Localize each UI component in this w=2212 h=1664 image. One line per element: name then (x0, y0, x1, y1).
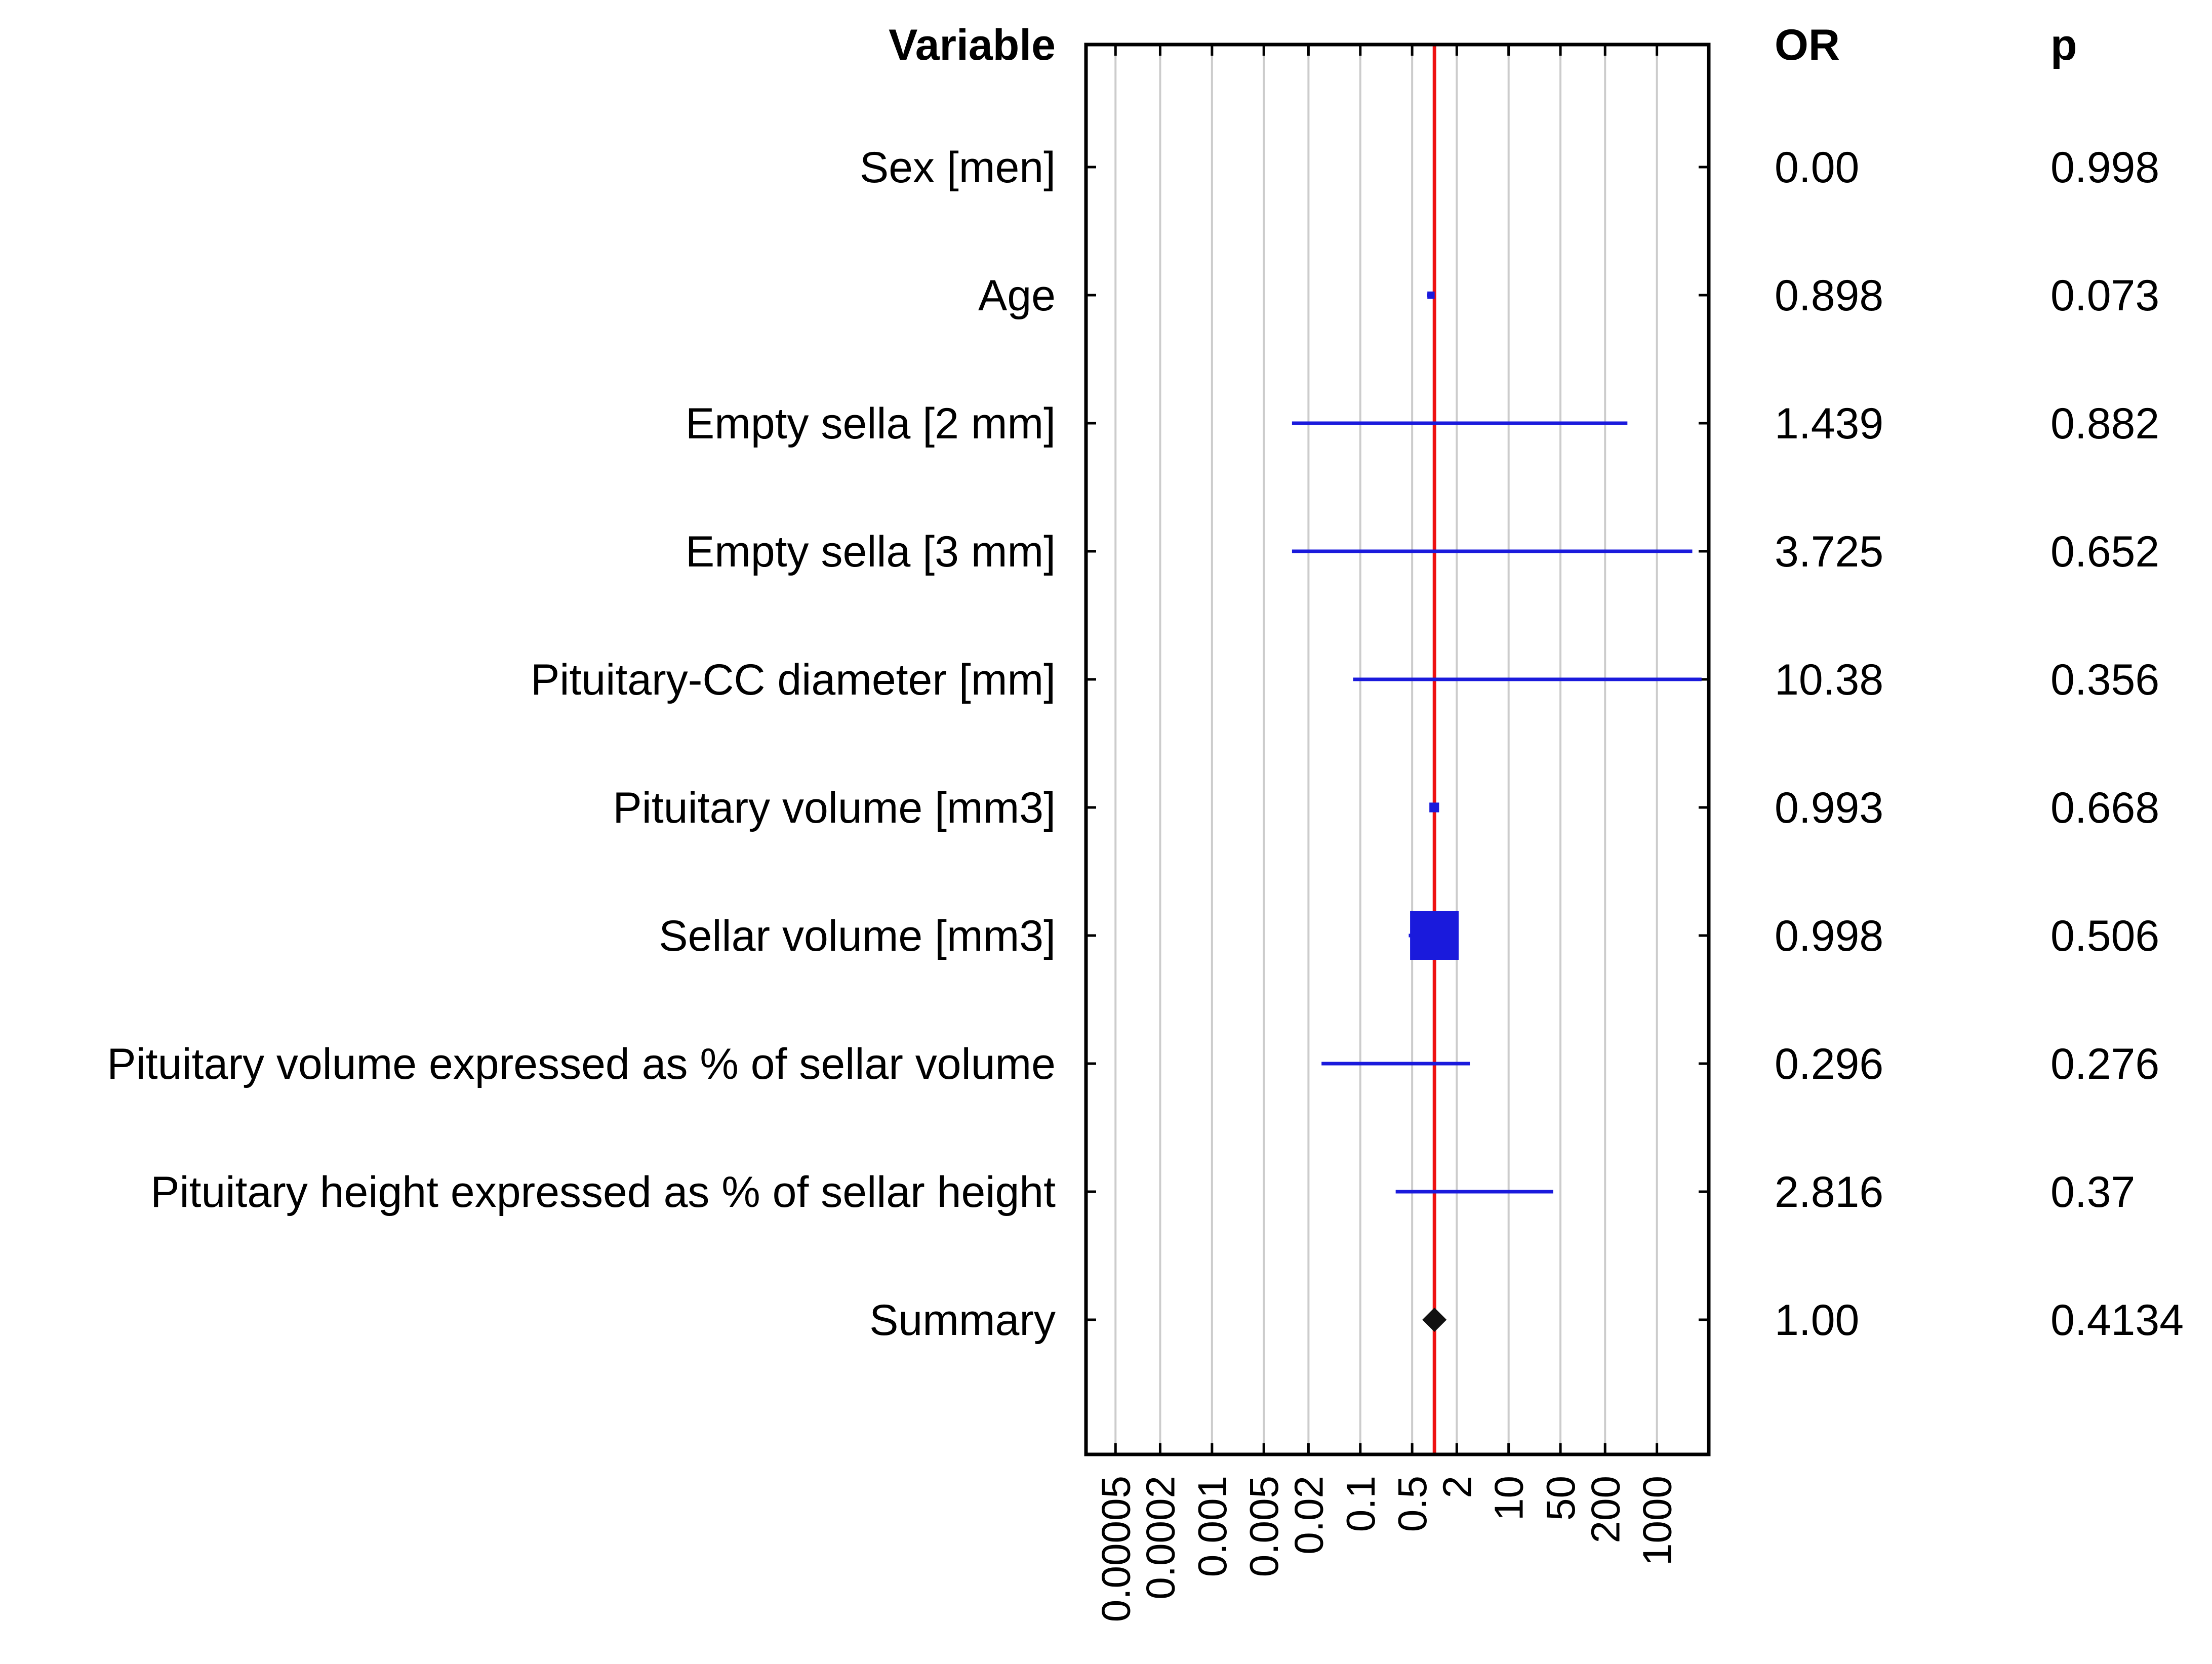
row-or-value: 0.993 (1775, 784, 1883, 832)
forest-row: Pituitary height expressed as % of sella… (150, 1168, 2135, 1216)
row-label: Pituitary-CC diameter [mm] (531, 656, 1056, 704)
forest-row: Sex [men] 0.00 0.998 (860, 143, 2159, 192)
point-estimate-box (1410, 911, 1459, 960)
x-tick-label: 0.0002 (1138, 1476, 1183, 1600)
point-estimate-box (1429, 802, 1439, 813)
header-or: OR (1775, 21, 1840, 69)
x-tick-label: 2 (1434, 1476, 1479, 1498)
row-label: Sellar volume [mm3] (659, 912, 1056, 960)
grid-lines (1114, 45, 1658, 1454)
row-or-value: 2.816 (1775, 1168, 1883, 1216)
x-tick-label: 0.00005 (1093, 1476, 1138, 1622)
row-p-value: 0.506 (2050, 912, 2159, 960)
forest-row: Age 0.898 0.073 (978, 271, 2159, 320)
plot-frame (1084, 43, 1711, 1456)
x-tick-label: 200 (1583, 1476, 1628, 1543)
row-label: Age (978, 271, 1056, 320)
row-or-value: 1.00 (1775, 1296, 1859, 1345)
forest-row: Summary 1.00 0.4134 (869, 1296, 2184, 1345)
row-p-value: 0.882 (2050, 399, 2159, 448)
x-tick-label: 10 (1486, 1476, 1532, 1521)
row-label: Summary (869, 1296, 1056, 1345)
row-or-value: 0.00 (1775, 143, 1859, 192)
x-tick-label: 0.005 (1241, 1476, 1286, 1577)
row-p-value: 0.073 (2050, 271, 2159, 320)
row-p-value: 0.4134 (2050, 1296, 2184, 1345)
row-or-value: 0.296 (1775, 1040, 1883, 1088)
row-label: Pituitary volume expressed as % of sella… (107, 1040, 1056, 1088)
row-p-value: 0.356 (2050, 656, 2159, 704)
point-estimate-box (1427, 291, 1435, 299)
row-or-value: 3.725 (1775, 527, 1883, 576)
header-p: p (2050, 21, 2077, 69)
row-label: Empty sella [3 mm] (686, 527, 1056, 576)
row-p-value: 0.998 (2050, 143, 2159, 192)
x-tick-label: 0.02 (1286, 1476, 1331, 1555)
row-p-value: 0.37 (2050, 1168, 2135, 1216)
summary-diamond (1422, 1308, 1447, 1332)
row-or-value: 0.998 (1775, 912, 1883, 960)
row-or-value: 10.38 (1775, 656, 1883, 704)
row-p-value: 0.668 (2050, 784, 2159, 832)
row-label: Sex [men] (860, 143, 1056, 192)
forest-row: Pituitary-CC diameter [mm] 10.38 0.356 (531, 656, 2159, 704)
study-rows: Sex [men] 0.00 0.998 Age 0.898 0.073 Empty sel… (107, 143, 2184, 1345)
row-p-value: 0.652 (2050, 527, 2159, 576)
header-variable: Variable (889, 21, 1056, 69)
row-p-value: 0.276 (2050, 1040, 2159, 1088)
x-tick-label: 0.1 (1338, 1476, 1383, 1532)
forest-row: Empty sella [3 mm] 3.725 0.652 (686, 527, 2159, 576)
x-tick-label: 0.001 (1190, 1476, 1235, 1577)
x-tick-label: 50 (1538, 1476, 1583, 1521)
row-label: Pituitary height expressed as % of sella… (150, 1168, 1056, 1216)
x-tick-label: 1000 (1635, 1476, 1680, 1566)
row-label: Empty sella [2 mm] (686, 399, 1056, 448)
row-or-value: 0.898 (1775, 271, 1883, 320)
x-tick-label: 0.5 (1390, 1476, 1435, 1532)
forest-row: Empty sella [2 mm] 1.439 0.882 (686, 399, 2159, 448)
forest-row: Pituitary volume expressed as % of sella… (107, 1040, 2159, 1088)
forest-row: Pituitary volume [mm3] 0.993 0.668 (613, 784, 2159, 832)
row-or-value: 1.439 (1775, 399, 1883, 448)
x-axis: 0.00005 0.0002 0.001 0.005 0.02 0.1 0.5 2 10 50 20… (1093, 45, 1680, 1622)
forest-row: Sellar volume [mm3] 0.998 0.506 (659, 911, 2159, 960)
row-label: Pituitary volume [mm3] (613, 784, 1056, 832)
